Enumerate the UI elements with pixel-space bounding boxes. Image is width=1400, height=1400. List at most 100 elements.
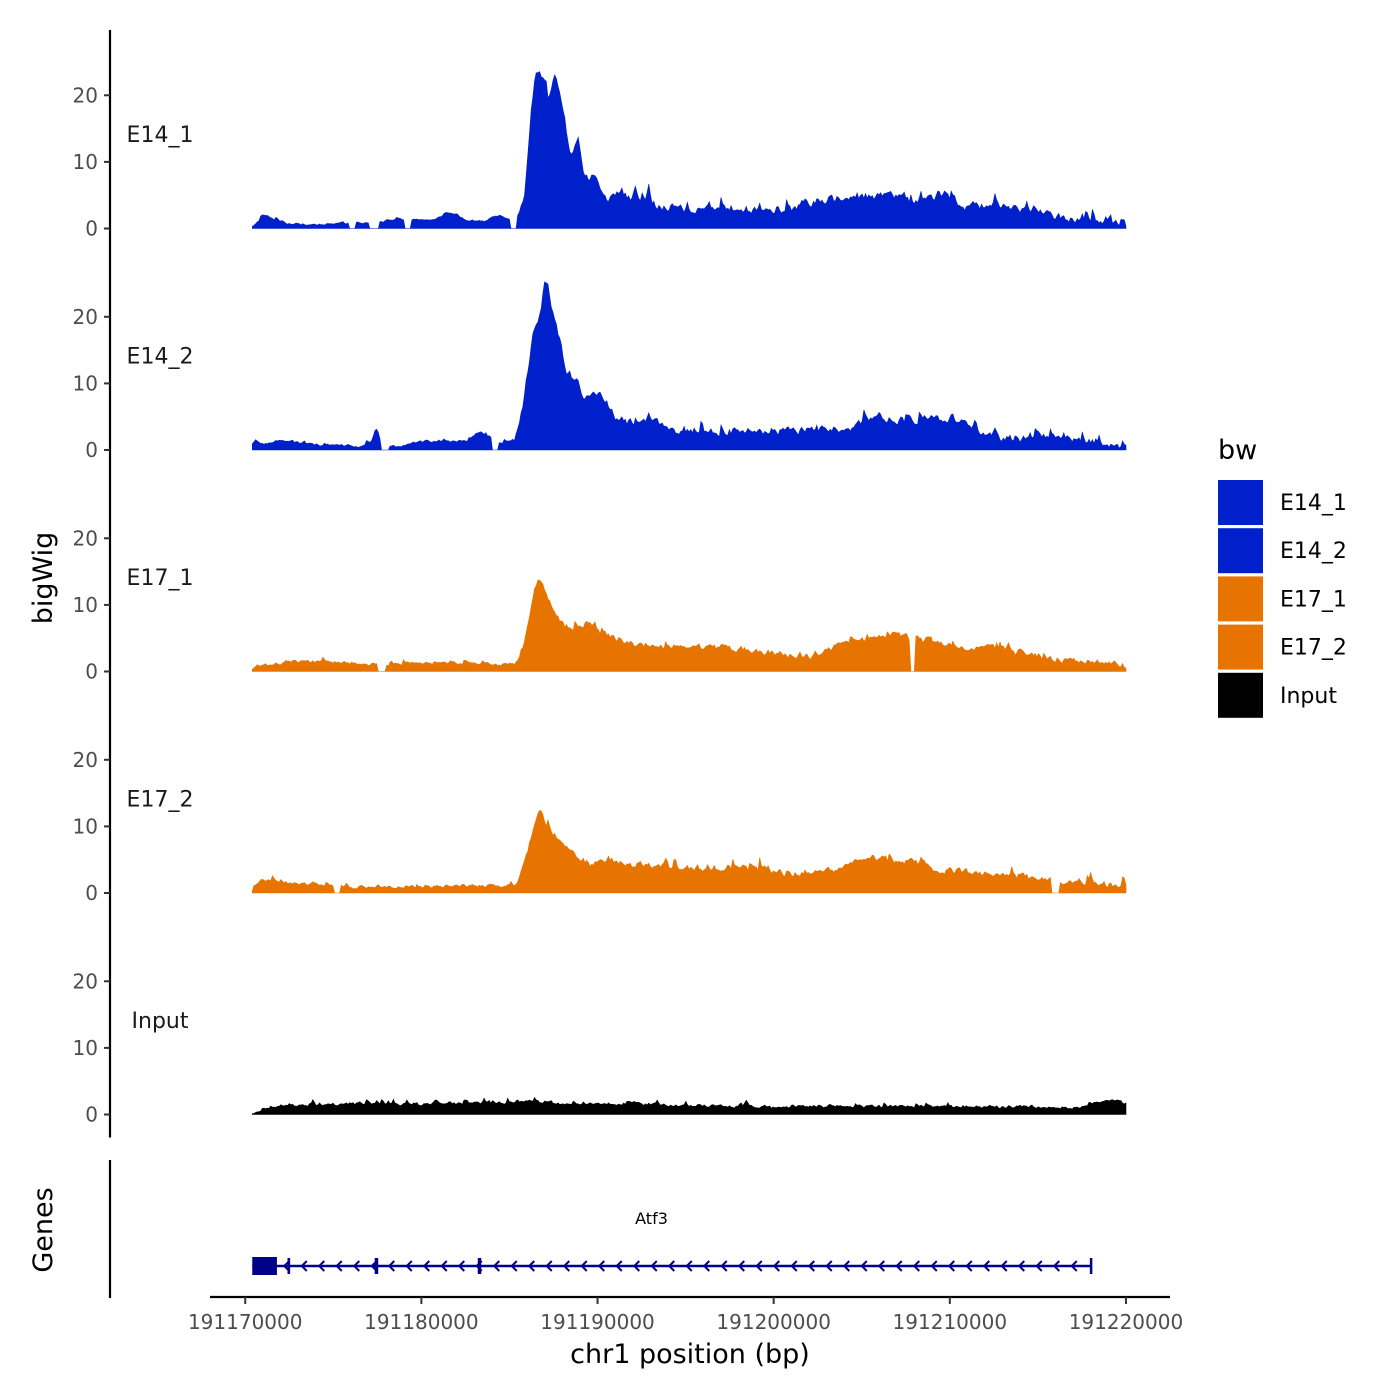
strand-chevron — [755, 1260, 763, 1272]
strand-chevron — [615, 1260, 623, 1272]
strand-chevron — [772, 1260, 780, 1272]
strand-chevron — [387, 1260, 395, 1272]
strand-chevron — [790, 1260, 798, 1272]
legend-swatch — [1218, 672, 1263, 718]
strand-chevron — [807, 1260, 815, 1272]
strand-chevron — [510, 1260, 518, 1272]
gene-name-label: Atf3 — [635, 1209, 668, 1228]
strand-chevron — [825, 1260, 833, 1272]
y-tick-label: 10 — [73, 150, 98, 174]
legend-label: E17_1 — [1280, 587, 1347, 612]
strand-chevron — [895, 1260, 903, 1272]
legend-swatch — [1218, 576, 1263, 622]
gene-exon — [374, 1258, 379, 1274]
legend-item-e14-1: E14_1 — [1218, 480, 1347, 525]
legend-label: Input — [1280, 684, 1337, 709]
y-tick-label: 0 — [85, 438, 98, 462]
x-tick-label: 191190000 — [540, 1310, 655, 1334]
signal-area-e17-2 — [252, 810, 1127, 894]
strand-chevron — [1070, 1260, 1078, 1272]
strand-chevron — [527, 1260, 535, 1272]
y-tick-label: 0 — [85, 881, 98, 905]
legend-item-e17-1: E17_1 — [1218, 576, 1347, 622]
strand-chevron — [405, 1260, 413, 1272]
strand-chevron — [632, 1260, 640, 1272]
strand-chevron — [335, 1260, 343, 1272]
strand-chevron — [440, 1260, 448, 1272]
strand-chevron — [982, 1260, 990, 1272]
y-tick-label: 10 — [73, 1036, 98, 1060]
strand-chevron — [1052, 1260, 1060, 1272]
legend-label: E17_2 — [1280, 636, 1347, 661]
y-tick-label: 0 — [85, 217, 98, 241]
signal-area-e17-1 — [252, 579, 1127, 672]
signal-tracks: 0 10 20 E14_1 0 10 20 E14_2 0 10 20 E17_1 0 10 20 E17_2… — [73, 30, 1127, 1138]
track-label: E17_1 — [127, 566, 194, 591]
y-tick-label: 10 — [73, 593, 98, 617]
gene-exon — [477, 1258, 482, 1274]
y-tick-label: 20 — [73, 748, 98, 772]
strand-chevron — [947, 1260, 955, 1272]
y-tick-label: 20 — [73, 305, 98, 329]
y-tick-label: 20 — [73, 83, 98, 107]
y-tick-label: 0 — [85, 1103, 98, 1127]
track-e14-1: 0 10 20 E14_1 — [73, 30, 1127, 252]
track-label: Input — [132, 1009, 189, 1034]
signal-area-e14-2 — [252, 281, 1127, 451]
track-label: E14_1 — [127, 123, 194, 148]
strand-chevron — [685, 1260, 693, 1272]
track-label: E14_2 — [127, 345, 194, 370]
strand-chevron — [422, 1260, 430, 1272]
strand-chevron — [545, 1260, 553, 1272]
gene-exon — [1089, 1258, 1093, 1274]
x-axis-title: chr1 position (bp) — [570, 1339, 810, 1370]
track-e17-1: 0 10 20 E17_1 — [73, 473, 1127, 695]
strand-chevron — [860, 1260, 868, 1272]
legend-item-e17-2: E17_2 — [1218, 624, 1347, 670]
x-tick-label: 191180000 — [364, 1310, 479, 1334]
strand-chevron — [650, 1260, 658, 1272]
track-e14-2: 0 10 20 E14_2 — [73, 251, 1127, 473]
y-tick-label: 10 — [73, 371, 98, 395]
legend-label: E14_2 — [1280, 539, 1347, 564]
strand-chevron — [965, 1260, 973, 1272]
track-e17-2: 0 10 20 E17_2 — [73, 694, 1127, 916]
strand-chevron — [667, 1260, 675, 1272]
strand-chevron — [720, 1260, 728, 1272]
y-tick-label: 20 — [73, 969, 98, 993]
legend-swatch — [1218, 480, 1263, 525]
strand-chevron — [877, 1260, 885, 1272]
x-tick-label: 191200000 — [716, 1310, 831, 1334]
strand-chevron — [1000, 1260, 1008, 1272]
strand-chevron — [1035, 1260, 1043, 1272]
strand-chevron — [317, 1260, 325, 1272]
gene-exon — [252, 1257, 277, 1275]
strand-chevron — [930, 1260, 938, 1272]
track-input: 0 10 20 Input — [73, 916, 1127, 1138]
strand-chevron — [597, 1260, 605, 1272]
y-tick-label: 10 — [73, 814, 98, 838]
gene-exon — [287, 1258, 291, 1274]
strand-chevron — [562, 1260, 570, 1272]
gene-track: Atf3 — [108, 1160, 1093, 1298]
strand-chevron — [580, 1260, 588, 1272]
legend-item-input: Input — [1218, 672, 1337, 718]
strand-chevron — [737, 1260, 745, 1272]
legend-item-e14-2: E14_2 — [1218, 528, 1347, 574]
signal-area-e14-1 — [252, 71, 1127, 229]
strand-chevron — [1017, 1260, 1025, 1272]
gene-atf3: Atf3 — [252, 1209, 1093, 1275]
strand-chevron — [842, 1260, 850, 1272]
legend-title: bw — [1218, 435, 1257, 466]
y-axis-title: bigWig — [28, 532, 59, 625]
strand-chevron — [352, 1260, 360, 1272]
genes-axis-title: Genes — [28, 1187, 59, 1272]
x-tick-label: 191210000 — [893, 1310, 1008, 1334]
signal-area-input — [252, 1096, 1127, 1115]
legend: bw E14_1 E14_2 E17_1 E17_2 Input — [1218, 435, 1347, 718]
legend-label: E14_1 — [1280, 491, 1347, 516]
y-tick-label: 20 — [73, 526, 98, 550]
legend-swatch — [1218, 624, 1263, 670]
